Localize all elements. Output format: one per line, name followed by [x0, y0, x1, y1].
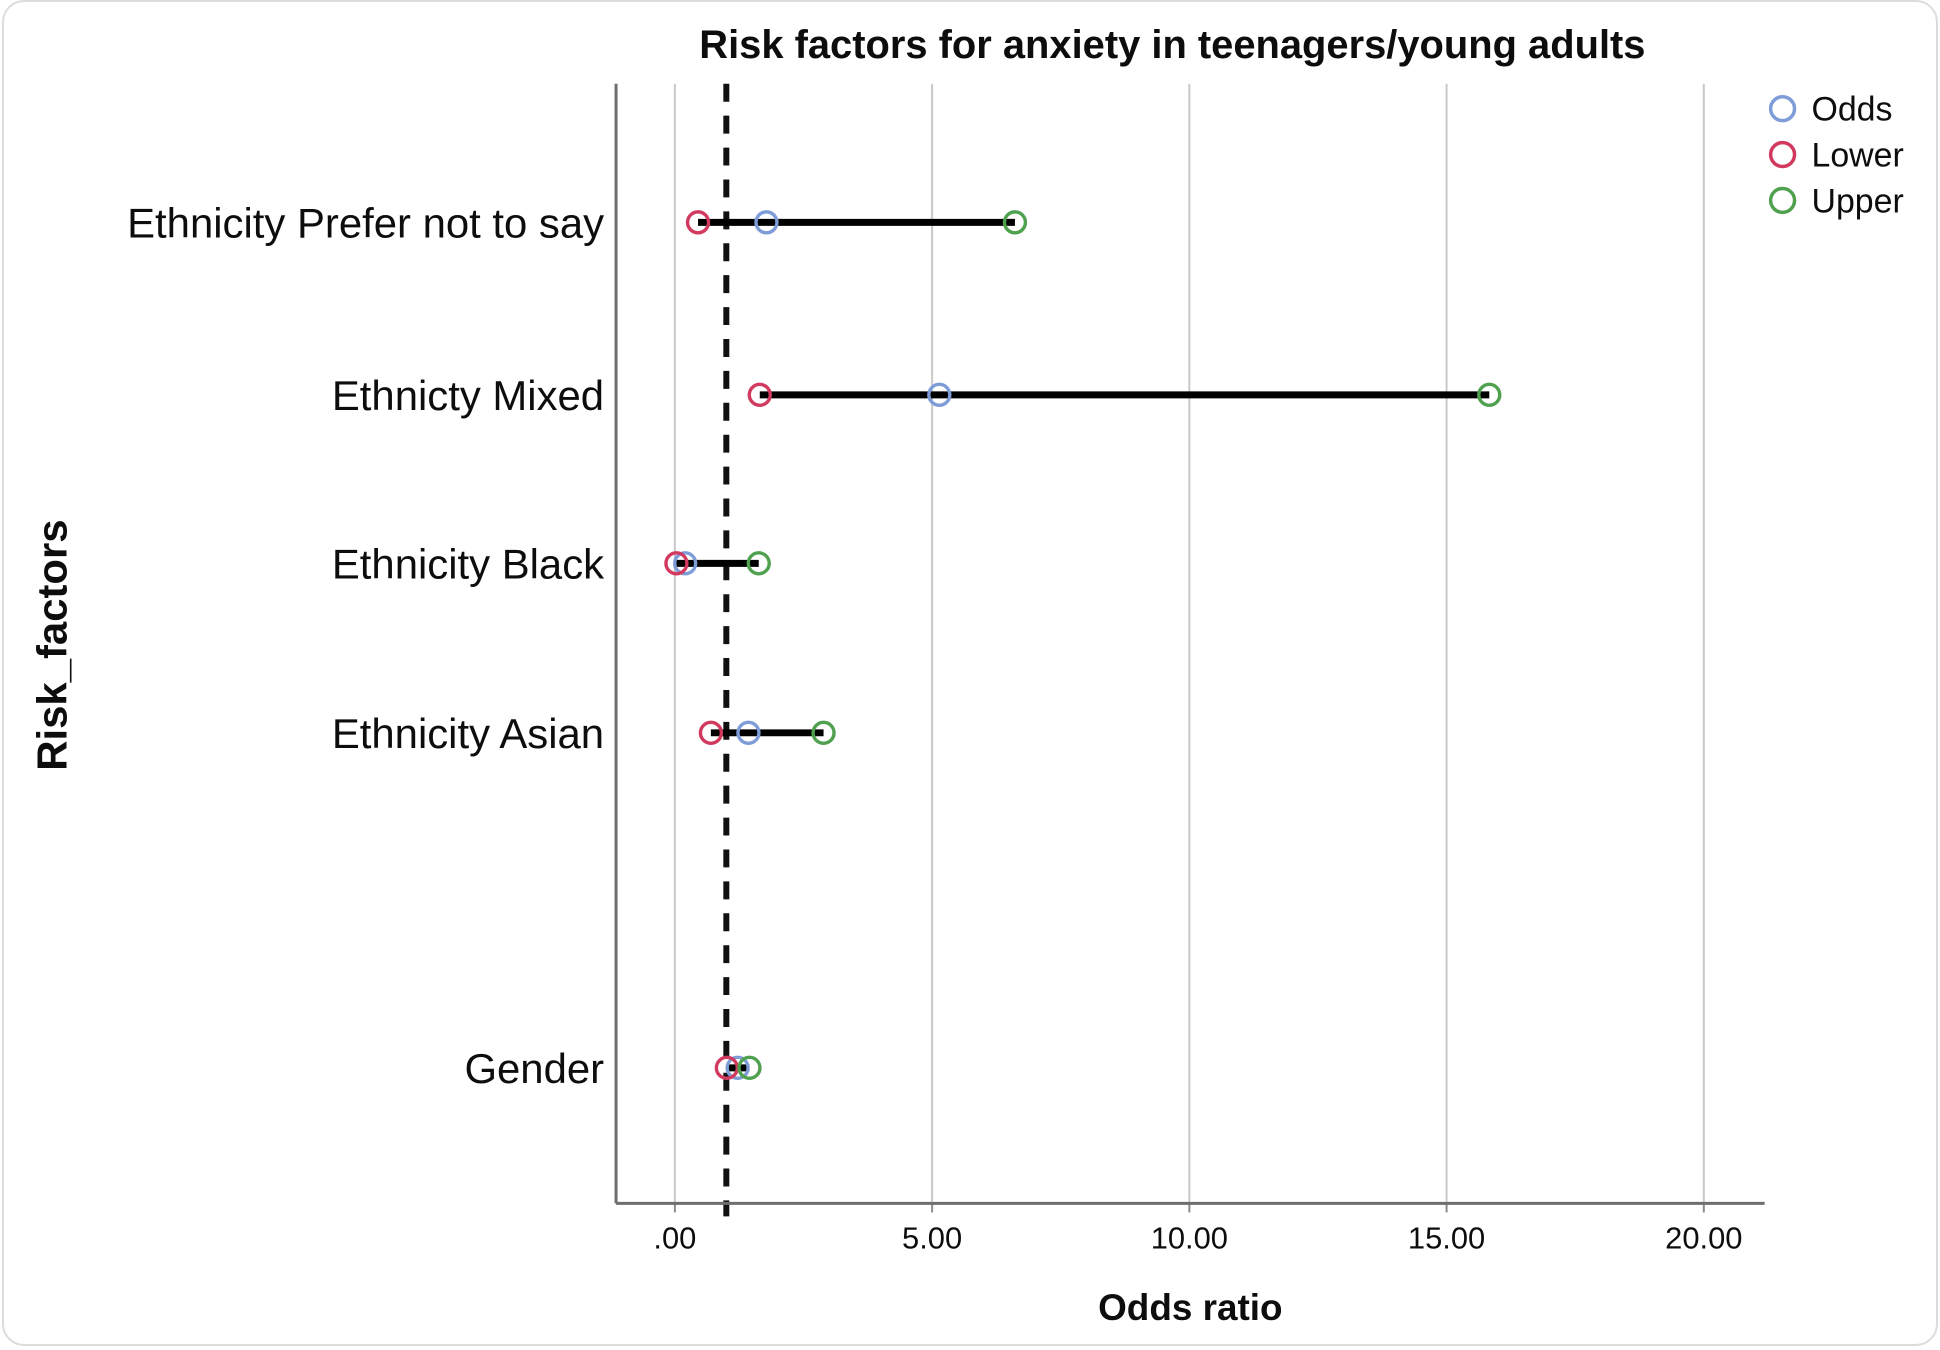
category-label: Gender: [464, 1045, 604, 1092]
point-lower: [698, 720, 724, 745]
x-tick-label: 15.00: [1408, 1220, 1485, 1255]
point-upper: [811, 720, 836, 745]
point-lower: [664, 551, 689, 576]
legend-label-lower: Lower: [1811, 137, 1903, 175]
category-labels-layer: Ethnicity Prefer not to say Ethnicty Mixe…: [127, 199, 604, 1091]
axes-layer: [614, 83, 1765, 1205]
legend-marker-odds: [1768, 94, 1797, 123]
chart-title: Risk factors for anxiety in teenagers/yo…: [699, 23, 1645, 67]
legend-marker-lower: [1768, 140, 1797, 169]
x-tick-label: 5.00: [902, 1220, 962, 1255]
legend-label-odds: Odds: [1811, 91, 1892, 129]
point-odds: [754, 210, 779, 235]
gridlines-layer: .00 5.00 10.00 15.00 20.00: [653, 83, 1742, 1255]
category-label: Ethnicity Prefer not to say: [127, 199, 604, 246]
x-tick-label: .00: [653, 1220, 696, 1255]
legend: Odds Lower Upper: [1768, 91, 1904, 220]
x-tick-label: 10.00: [1151, 1220, 1228, 1255]
point-odds: [673, 551, 698, 576]
category-label: Ethnicity Black: [332, 540, 604, 587]
x-tick-label: 20.00: [1665, 1220, 1742, 1255]
point-lower: [747, 382, 772, 407]
point-odds: [725, 1055, 750, 1080]
point-upper: [746, 551, 771, 576]
point-upper: [737, 1055, 762, 1080]
category-label: Ethnicty Mixed: [332, 372, 604, 419]
y-axis-title: Risk_factors: [29, 519, 76, 770]
legend-label-upper: Upper: [1811, 182, 1903, 220]
point-odds: [736, 720, 761, 745]
data-rows-layer: [664, 210, 1502, 1080]
category-label: Ethnicity Asian: [332, 710, 604, 757]
point-lower: [685, 210, 711, 235]
point-lower: [714, 1055, 740, 1080]
point-odds: [927, 382, 952, 407]
legend-marker-upper: [1768, 186, 1797, 215]
point-upper: [1002, 210, 1028, 235]
forest-plot: .00 5.00 10.00 15.00 20.00 Ethnicity Prefer …: [29, 23, 1904, 1328]
x-axis-title: Odds ratio: [1098, 1287, 1282, 1328]
point-upper: [1477, 382, 1502, 407]
